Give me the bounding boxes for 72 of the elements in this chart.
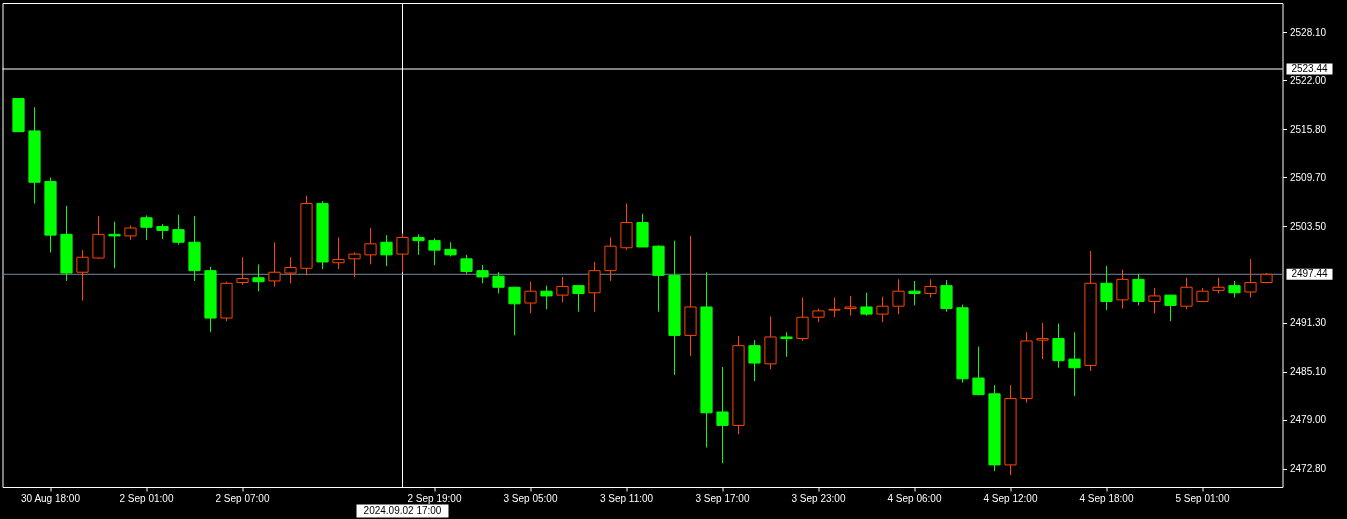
candlestick [236, 256, 249, 286]
candlestick [540, 285, 553, 310]
candlestick [524, 281, 537, 314]
candlestick [748, 339, 761, 382]
candlestick [1244, 258, 1257, 299]
candlestick [1164, 294, 1177, 322]
candlestick [92, 215, 105, 260]
candlestick [828, 297, 841, 318]
candlestick [1052, 323, 1065, 369]
candlestick [908, 280, 921, 306]
candlestick [860, 292, 873, 317]
y-tick-label: 2485.10 [1290, 366, 1327, 378]
candlestick [332, 237, 345, 270]
ref-line-label: 2497.44 [1291, 268, 1329, 280]
candlestick [780, 331, 793, 358]
candlestick [380, 234, 393, 267]
y-tick-label: 2479.00 [1290, 414, 1327, 426]
candlestick [940, 279, 953, 313]
candlestick [348, 252, 361, 278]
y-tick-label: 2509.70 [1290, 171, 1327, 183]
y-tick-label: 2503.50 [1290, 220, 1327, 232]
candlestick [1068, 331, 1081, 397]
x-tick-label: 5 Sep 01:00 [1175, 492, 1230, 504]
candlestick [1148, 287, 1161, 314]
candlestick [76, 249, 89, 302]
y-tick-label: 2528.10 [1290, 26, 1327, 38]
candlestick [460, 254, 473, 275]
x-tick-label: 4 Sep 12:00 [983, 492, 1038, 504]
candlestick [268, 241, 281, 287]
x-tick-label: 2 Sep 07:00 [215, 492, 270, 504]
candlestick [492, 271, 505, 295]
candlestick [972, 345, 985, 396]
candlestick [588, 261, 601, 313]
candlestick [364, 227, 377, 265]
candlestick [876, 296, 889, 323]
x-tick-label: 3 Sep 23:00 [791, 492, 846, 504]
x-tick-label: 2024.09.02 17:00 [363, 505, 442, 516]
x-tick-label: 3 Sep 11:00 [599, 492, 654, 504]
candlestick [796, 297, 809, 342]
candlestick [412, 233, 425, 256]
candlestick [508, 286, 521, 336]
x-tick-label: 3 Sep 05:00 [503, 492, 558, 504]
y-tick-label: 2522.00 [1290, 74, 1327, 86]
x-tick-label: 2 Sep 01:00 [119, 492, 174, 504]
candlestick [844, 295, 857, 317]
y-tick-label: 2515.80 [1290, 123, 1327, 135]
candlestick [428, 237, 441, 266]
candlestick [1036, 322, 1049, 360]
y-tick-label: 2472.80 [1290, 463, 1327, 475]
x-tick-label: 4 Sep 06:00 [887, 492, 942, 504]
candlestick [1132, 273, 1145, 306]
x-tick-label: 30 Aug 18:00 [21, 492, 81, 504]
candlestick [108, 221, 121, 269]
x-tick-label: 4 Sep 18:00 [1079, 492, 1134, 504]
candlestick [284, 256, 297, 284]
candlestick [1116, 269, 1129, 310]
candlestick [140, 214, 153, 241]
candlestick [396, 233, 409, 273]
candlestick [716, 366, 729, 464]
candlestick [476, 264, 489, 284]
x-tick-label: 3 Sep 17:00 [695, 492, 750, 504]
candlestick [172, 214, 185, 246]
candlestick [556, 276, 569, 303]
candlestick [1100, 265, 1113, 311]
ref-line-label: 2523.44 [1291, 63, 1329, 75]
candlestick [892, 278, 905, 315]
y-tick-label: 2491.30 [1290, 317, 1327, 329]
candlestick [572, 285, 585, 313]
candlestick [1180, 277, 1193, 310]
x-tick-label: 2 Sep 19:00 [407, 492, 462, 504]
candlestick [924, 278, 937, 299]
candlestick [252, 263, 265, 292]
